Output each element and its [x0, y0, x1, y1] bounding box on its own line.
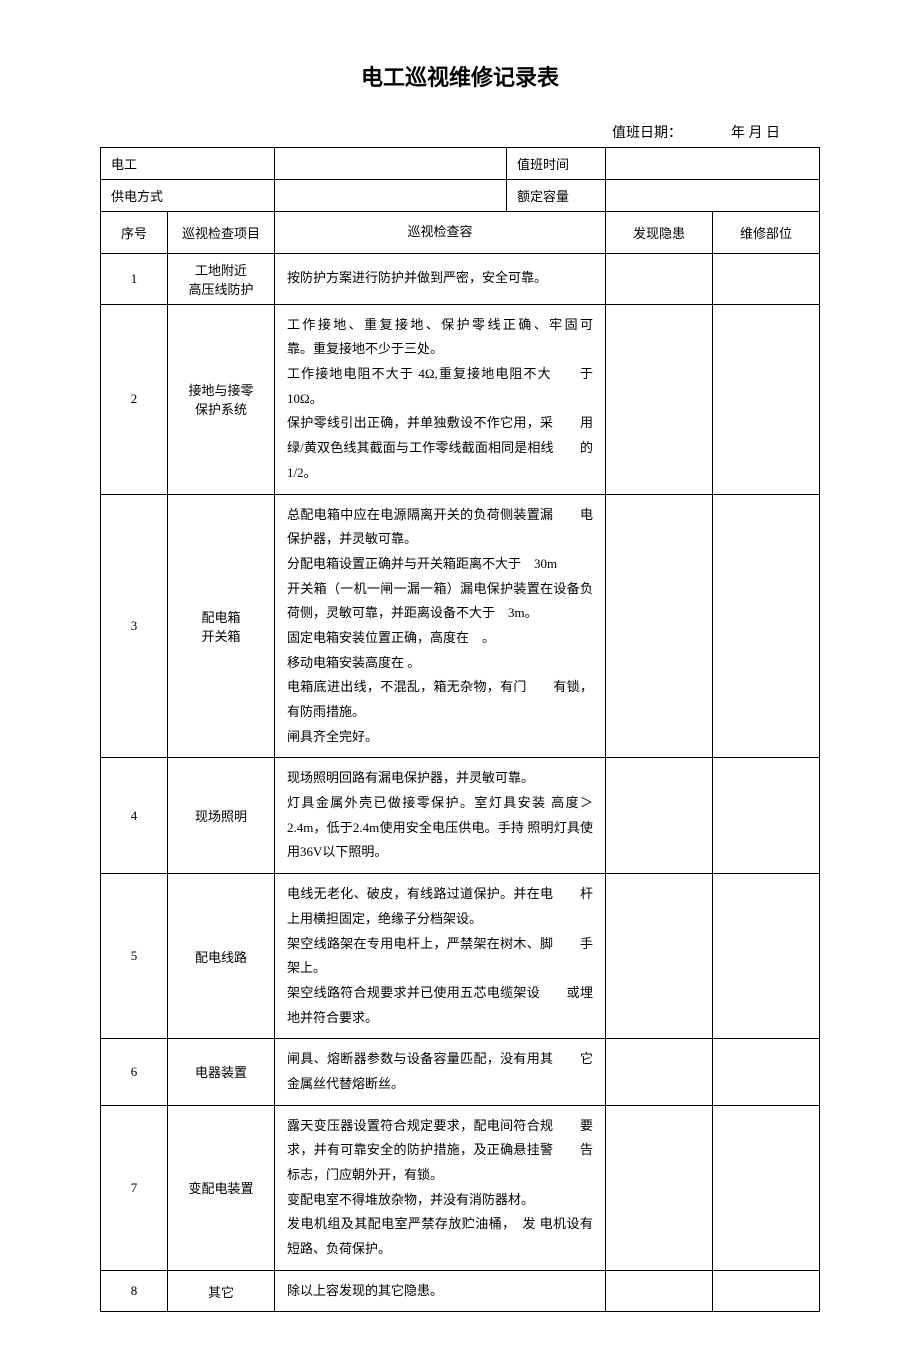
duty-date-line: 值班日期： 年 月 日	[100, 122, 820, 142]
table-row: 1 工地附近高压线防护 按防护方案进行防护并做到严密，安全可靠。	[101, 253, 820, 304]
row-hazard	[606, 253, 713, 304]
row-item: 现场照明	[168, 758, 275, 874]
row-hazard	[606, 758, 713, 874]
row-content: 露天变压器设置符合规定要求，配电间符合规 要求，并有可靠安全的防护措施，及正确悬…	[275, 1105, 606, 1270]
row-seq: 8	[101, 1270, 168, 1312]
row-content: 现场照明回路有漏电保护器，并灵敏可靠。灯具金属外壳已做接零保护。室灯具安装 高度…	[275, 758, 606, 874]
row-part	[713, 1105, 820, 1270]
row-item: 接地与接零保护系统	[168, 304, 275, 494]
rated-capacity-value	[606, 180, 820, 212]
table-header-row: 序号 巡视检查项目 巡视检查容 发现隐患 维修部位	[101, 212, 820, 254]
row-seq: 5	[101, 874, 168, 1039]
row-part	[713, 253, 820, 304]
record-table: 电工 值班时间 供电方式 额定容量 序号 巡视检查项目 巡视检查容 发现隐患 维…	[100, 147, 820, 1312]
row-content: 除以上容发现的其它隐患。	[275, 1270, 606, 1312]
row-seq: 3	[101, 494, 168, 758]
table-row: 4 现场照明 现场照明回路有漏电保护器，并灵敏可靠。灯具金属外壳已做接零保护。室…	[101, 758, 820, 874]
row-seq: 7	[101, 1105, 168, 1270]
row-item: 配电线路	[168, 874, 275, 1039]
row-hazard	[606, 494, 713, 758]
header-part: 维修部位	[713, 212, 820, 254]
info-row-2: 供电方式 额定容量	[101, 180, 820, 212]
row-item: 其它	[168, 1270, 275, 1312]
power-mode-value	[275, 180, 507, 212]
row-part	[713, 758, 820, 874]
row-content: 电线无老化、破皮，有线路过道保护。并在电 杆上用横担固定，绝缘子分档架设。架空线…	[275, 874, 606, 1039]
row-item: 变配电装置	[168, 1105, 275, 1270]
header-seq: 序号	[101, 212, 168, 254]
duty-time-label: 值班时间	[507, 148, 606, 180]
row-hazard	[606, 874, 713, 1039]
row-seq: 6	[101, 1039, 168, 1105]
duty-time-value	[606, 148, 820, 180]
row-hazard	[606, 1039, 713, 1105]
table-row: 7 变配电装置 露天变压器设置符合规定要求，配电间符合规 要求，并有可靠安全的防…	[101, 1105, 820, 1270]
row-content: 工作接地、重复接地、保护零线正确、牢固可 靠。重复接地不少于三处。工作接地电阻不…	[275, 304, 606, 494]
table-row: 2 接地与接零保护系统 工作接地、重复接地、保护零线正确、牢固可 靠。重复接地不…	[101, 304, 820, 494]
row-seq: 2	[101, 304, 168, 494]
row-content: 总配电箱中应在电源隔离开关的负荷侧装置漏 电保护器，并灵敏可靠。分配电箱设置正确…	[275, 494, 606, 758]
header-hazard: 发现隐患	[606, 212, 713, 254]
rated-capacity-label: 额定容量	[507, 180, 606, 212]
row-part	[713, 874, 820, 1039]
header-content: 巡视检查容	[275, 212, 606, 254]
table-row: 6 电器装置 闸具、熔断器参数与设备容量匹配，没有用其 它金属丝代替熔断丝。	[101, 1039, 820, 1105]
row-part	[713, 1039, 820, 1105]
page-title: 电工巡视维修记录表	[100, 60, 820, 92]
power-mode-label: 供电方式	[101, 180, 275, 212]
row-seq: 1	[101, 253, 168, 304]
row-item: 工地附近高压线防护	[168, 253, 275, 304]
table-row: 8 其它 除以上容发现的其它隐患。	[101, 1270, 820, 1312]
row-hazard	[606, 1270, 713, 1312]
row-part	[713, 304, 820, 494]
row-part	[713, 494, 820, 758]
header-item: 巡视检查项目	[168, 212, 275, 254]
row-hazard	[606, 304, 713, 494]
row-hazard	[606, 1105, 713, 1270]
row-content: 闸具、熔断器参数与设备容量匹配，没有用其 它金属丝代替熔断丝。	[275, 1039, 606, 1105]
info-row-1: 电工 值班时间	[101, 148, 820, 180]
row-item: 电器装置	[168, 1039, 275, 1105]
row-part	[713, 1270, 820, 1312]
table-row: 3 配电箱开关箱 总配电箱中应在电源隔离开关的负荷侧装置漏 电保护器，并灵敏可靠…	[101, 494, 820, 758]
row-item: 配电箱开关箱	[168, 494, 275, 758]
table-row: 5 配电线路 电线无老化、破皮，有线路过道保护。并在电 杆上用横担固定，绝缘子分…	[101, 874, 820, 1039]
row-content: 按防护方案进行防护并做到严密，安全可靠。	[275, 253, 606, 304]
row-seq: 4	[101, 758, 168, 874]
electrician-value	[275, 148, 507, 180]
electrician-label: 电工	[101, 148, 275, 180]
